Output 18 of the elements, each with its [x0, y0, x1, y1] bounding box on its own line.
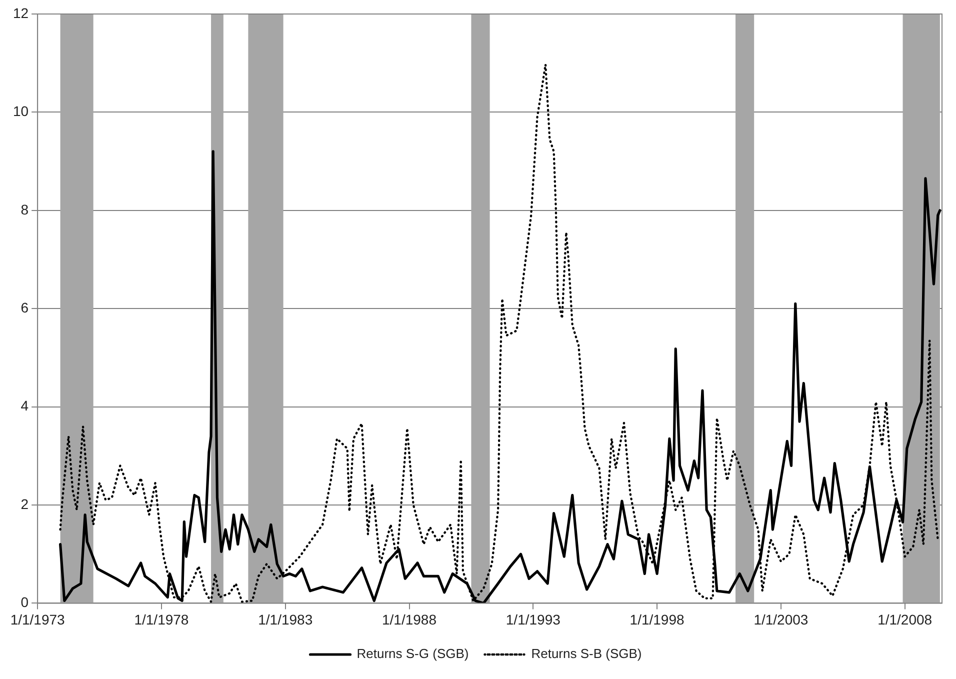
x-tick-label: 1/1/1983	[258, 611, 313, 628]
x-tick-label: 1/1/1998	[630, 611, 685, 628]
legend-label: Returns S-B (SGB)	[531, 646, 642, 662]
y-tick-label: 10	[12, 103, 29, 120]
y-tick-label: 8	[20, 201, 29, 218]
x-tick-label: 1/1/1993	[506, 611, 561, 628]
y-tick-label: 4	[20, 398, 29, 414]
y-tick-label: 6	[20, 299, 29, 316]
x-tick-label: 1/1/1988	[382, 611, 437, 628]
x-tick-label: 1/1/1978	[134, 611, 189, 628]
x-tick-label: 1/1/2003	[754, 611, 808, 628]
y-tick-label: 2	[20, 496, 29, 512]
line-series	[59, 63, 939, 603]
legend-label: Returns S-G (SGB)	[356, 646, 469, 662]
y-tick-label: 12	[12, 4, 29, 21]
y-tick-label: 0	[20, 594, 29, 610]
x-tick-label: 1/1/1973	[10, 611, 66, 628]
x-tick-label: 1/1/2008	[878, 611, 932, 628]
